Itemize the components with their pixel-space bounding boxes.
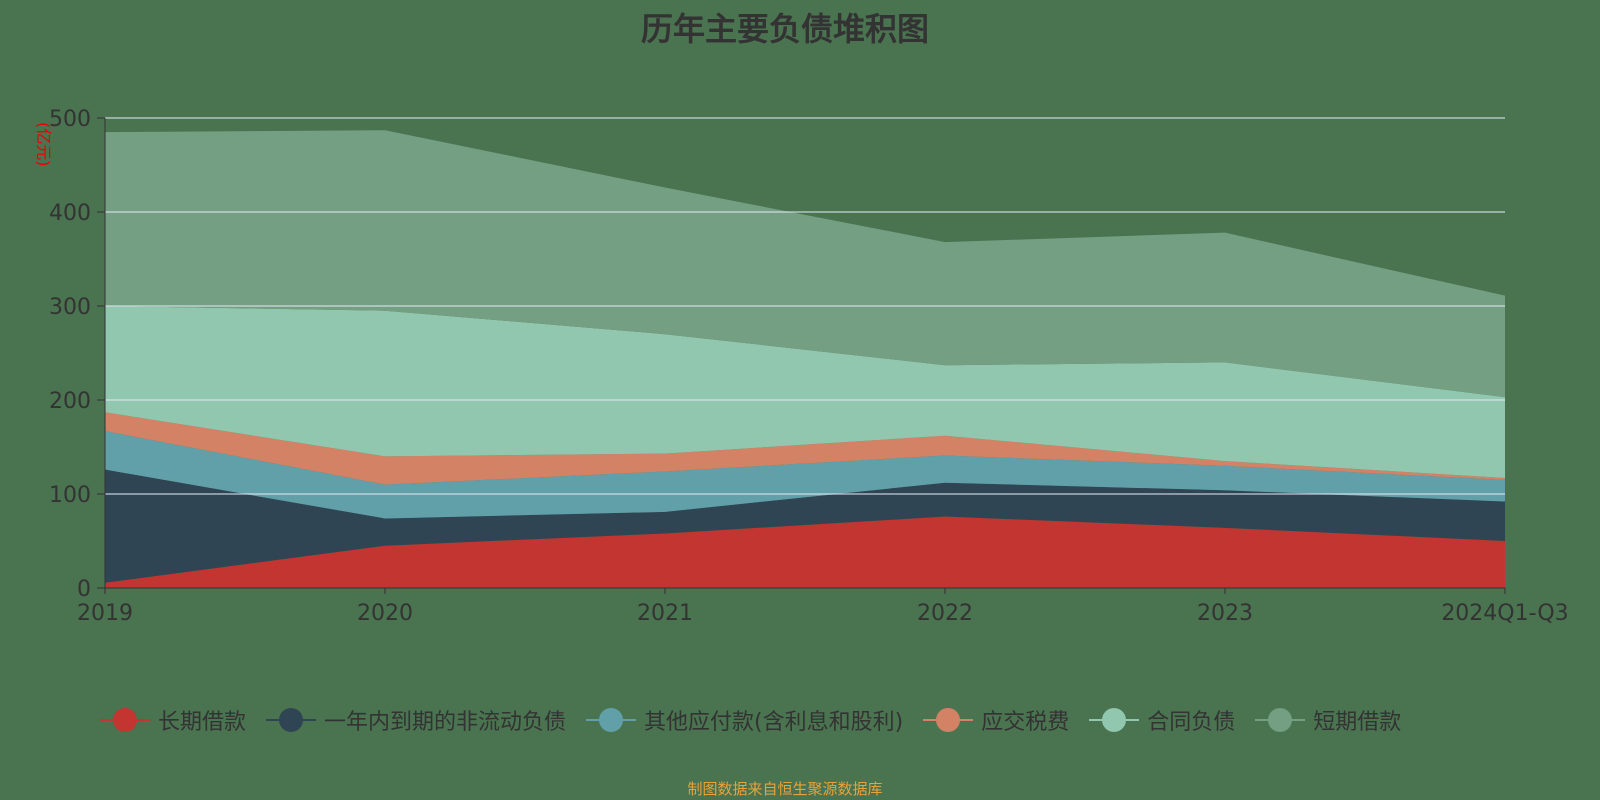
- legend-item-4[interactable]: 合同负债: [1089, 704, 1235, 736]
- x-tick-label: 2024Q1-Q3: [1441, 601, 1568, 626]
- legend: 长期借款 一年内到期的非流动负债 其他应付款(含利息和股利) 应交税费 合同负债 短期借款: [100, 704, 1421, 736]
- area-series-2: [105, 431, 1505, 519]
- legend-label: 一年内到期的非流动负债: [324, 710, 567, 735]
- area-series-5: [105, 130, 1505, 398]
- legend-label: 合同负债: [1147, 710, 1236, 735]
- x-tick-label: 2022: [917, 601, 973, 626]
- source-note: 制图数据来自恒生聚源数据库: [687, 780, 883, 798]
- y-tick-label: 400: [49, 201, 91, 226]
- legend-symbol-icon: [1089, 706, 1140, 734]
- legend-symbol-icon: [923, 706, 974, 734]
- y-tick-label: 0: [77, 577, 91, 602]
- x-tick-label: 2023: [1197, 601, 1253, 626]
- legend-label: 长期借款: [158, 710, 247, 735]
- y-tick-label: 300: [49, 295, 91, 320]
- legend-item-5[interactable]: 短期借款: [1255, 704, 1401, 736]
- legend-label: 短期借款: [1313, 710, 1402, 735]
- x-tick-label: 2020: [357, 601, 413, 626]
- legend-symbol-icon: [586, 706, 637, 734]
- stacked-area-chart: 0 100 200 300 400 500 2019 2020 2021 2022 2023 2024…: [34, 107, 1569, 626]
- y-tick-label: 100: [49, 483, 91, 508]
- legend-item-2[interactable]: 其他应付款(含利息和股利): [586, 704, 903, 736]
- legend-symbol-icon: [100, 706, 150, 734]
- x-tick-label: 2019: [77, 601, 133, 626]
- legend-label: 其他应付款(含利息和股利): [644, 710, 904, 735]
- chart-title: 历年主要负债堆积图: [640, 10, 929, 48]
- y-tick-label: 500: [49, 107, 91, 132]
- legend-item-0[interactable]: 长期借款: [100, 704, 246, 736]
- area-series-3: [105, 412, 1505, 485]
- area-series-1: [105, 469, 1505, 583]
- x-tick-label: 2021: [637, 601, 693, 626]
- y-axis-unit: (亿元): [34, 122, 53, 167]
- area-series-4: [105, 306, 1505, 479]
- legend-symbol-icon: [266, 706, 317, 734]
- legend-symbol-icon: [1255, 706, 1306, 734]
- legend-label: 应交税费: [981, 710, 1070, 735]
- legend-item-1[interactable]: 一年内到期的非流动负债: [266, 704, 566, 736]
- legend-item-3[interactable]: 应交税费: [923, 704, 1069, 736]
- y-tick-label: 200: [49, 389, 91, 414]
- area-series-0: [105, 516, 1505, 588]
